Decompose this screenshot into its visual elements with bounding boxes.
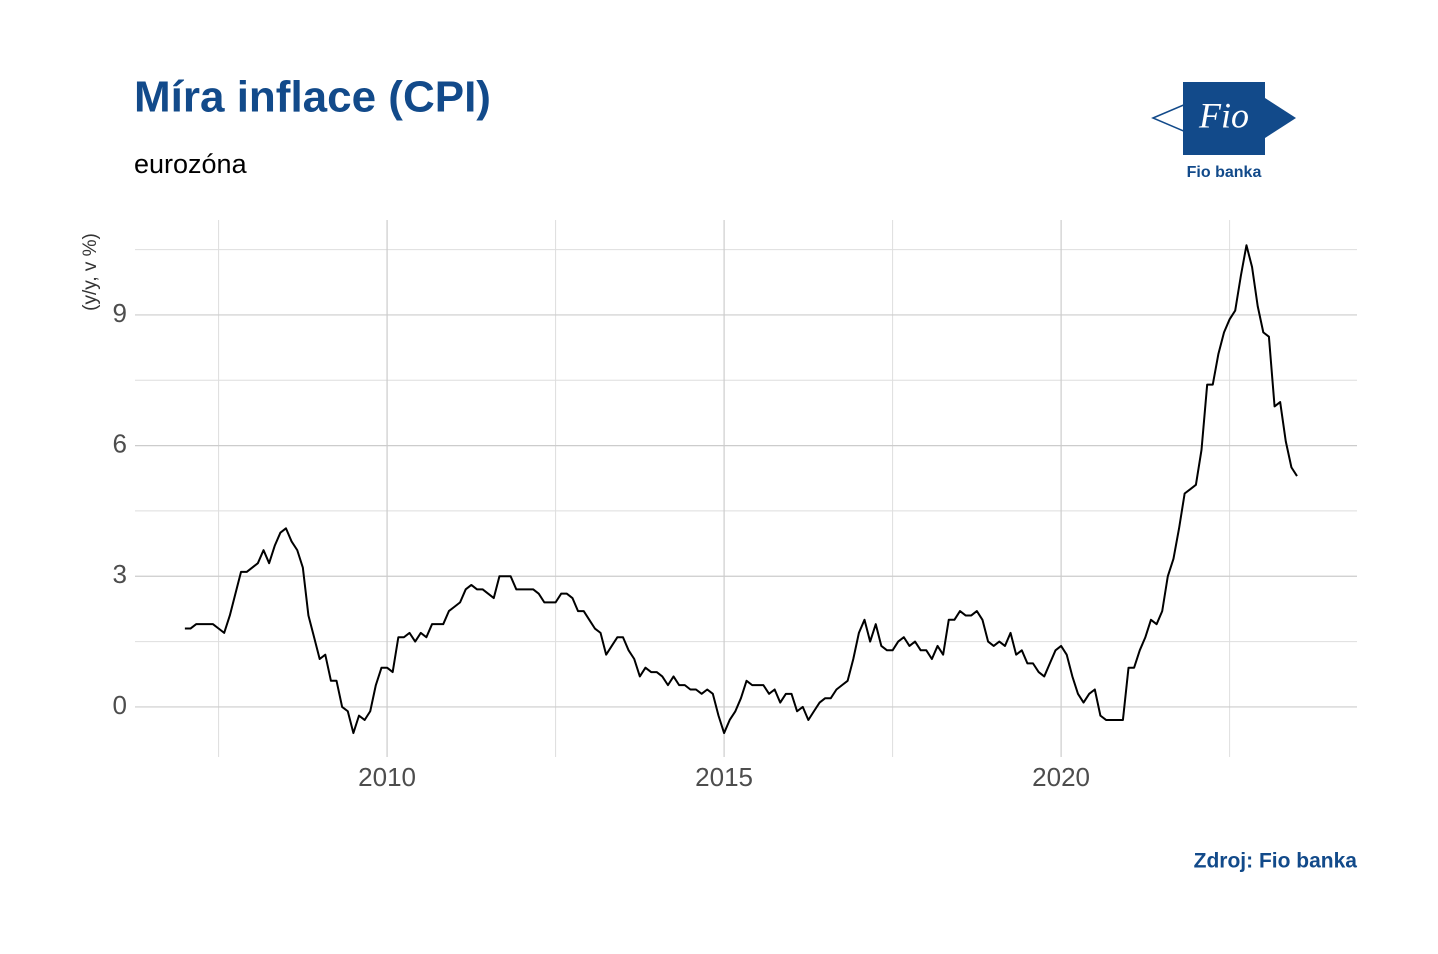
data-line bbox=[184, 244, 1298, 735]
chart-subtitle: eurozóna bbox=[134, 149, 248, 179]
logo-caption: Fio banka bbox=[1187, 164, 1262, 181]
y-tick-label: 0 bbox=[113, 690, 127, 720]
logo-flag-right bbox=[1265, 98, 1296, 138]
logo-square bbox=[1183, 82, 1265, 155]
chart-title: Míra inflace (CPI) bbox=[134, 73, 491, 122]
source-note: Zdroj: Fio banka bbox=[1194, 850, 1358, 873]
logo-mark: Fio bbox=[1198, 95, 1249, 135]
x-tick-label: 2015 bbox=[695, 762, 753, 792]
logo: Fio Fio banka bbox=[1151, 82, 1296, 181]
y-tick-label: 9 bbox=[113, 298, 127, 328]
y-tick-label: 3 bbox=[113, 559, 127, 589]
y-tick-label: 6 bbox=[113, 428, 127, 458]
y-axis-label: (y/y, v %) bbox=[80, 233, 101, 311]
x-tick-label: 2010 bbox=[358, 762, 416, 792]
x-tick-label: 2020 bbox=[1032, 762, 1090, 792]
